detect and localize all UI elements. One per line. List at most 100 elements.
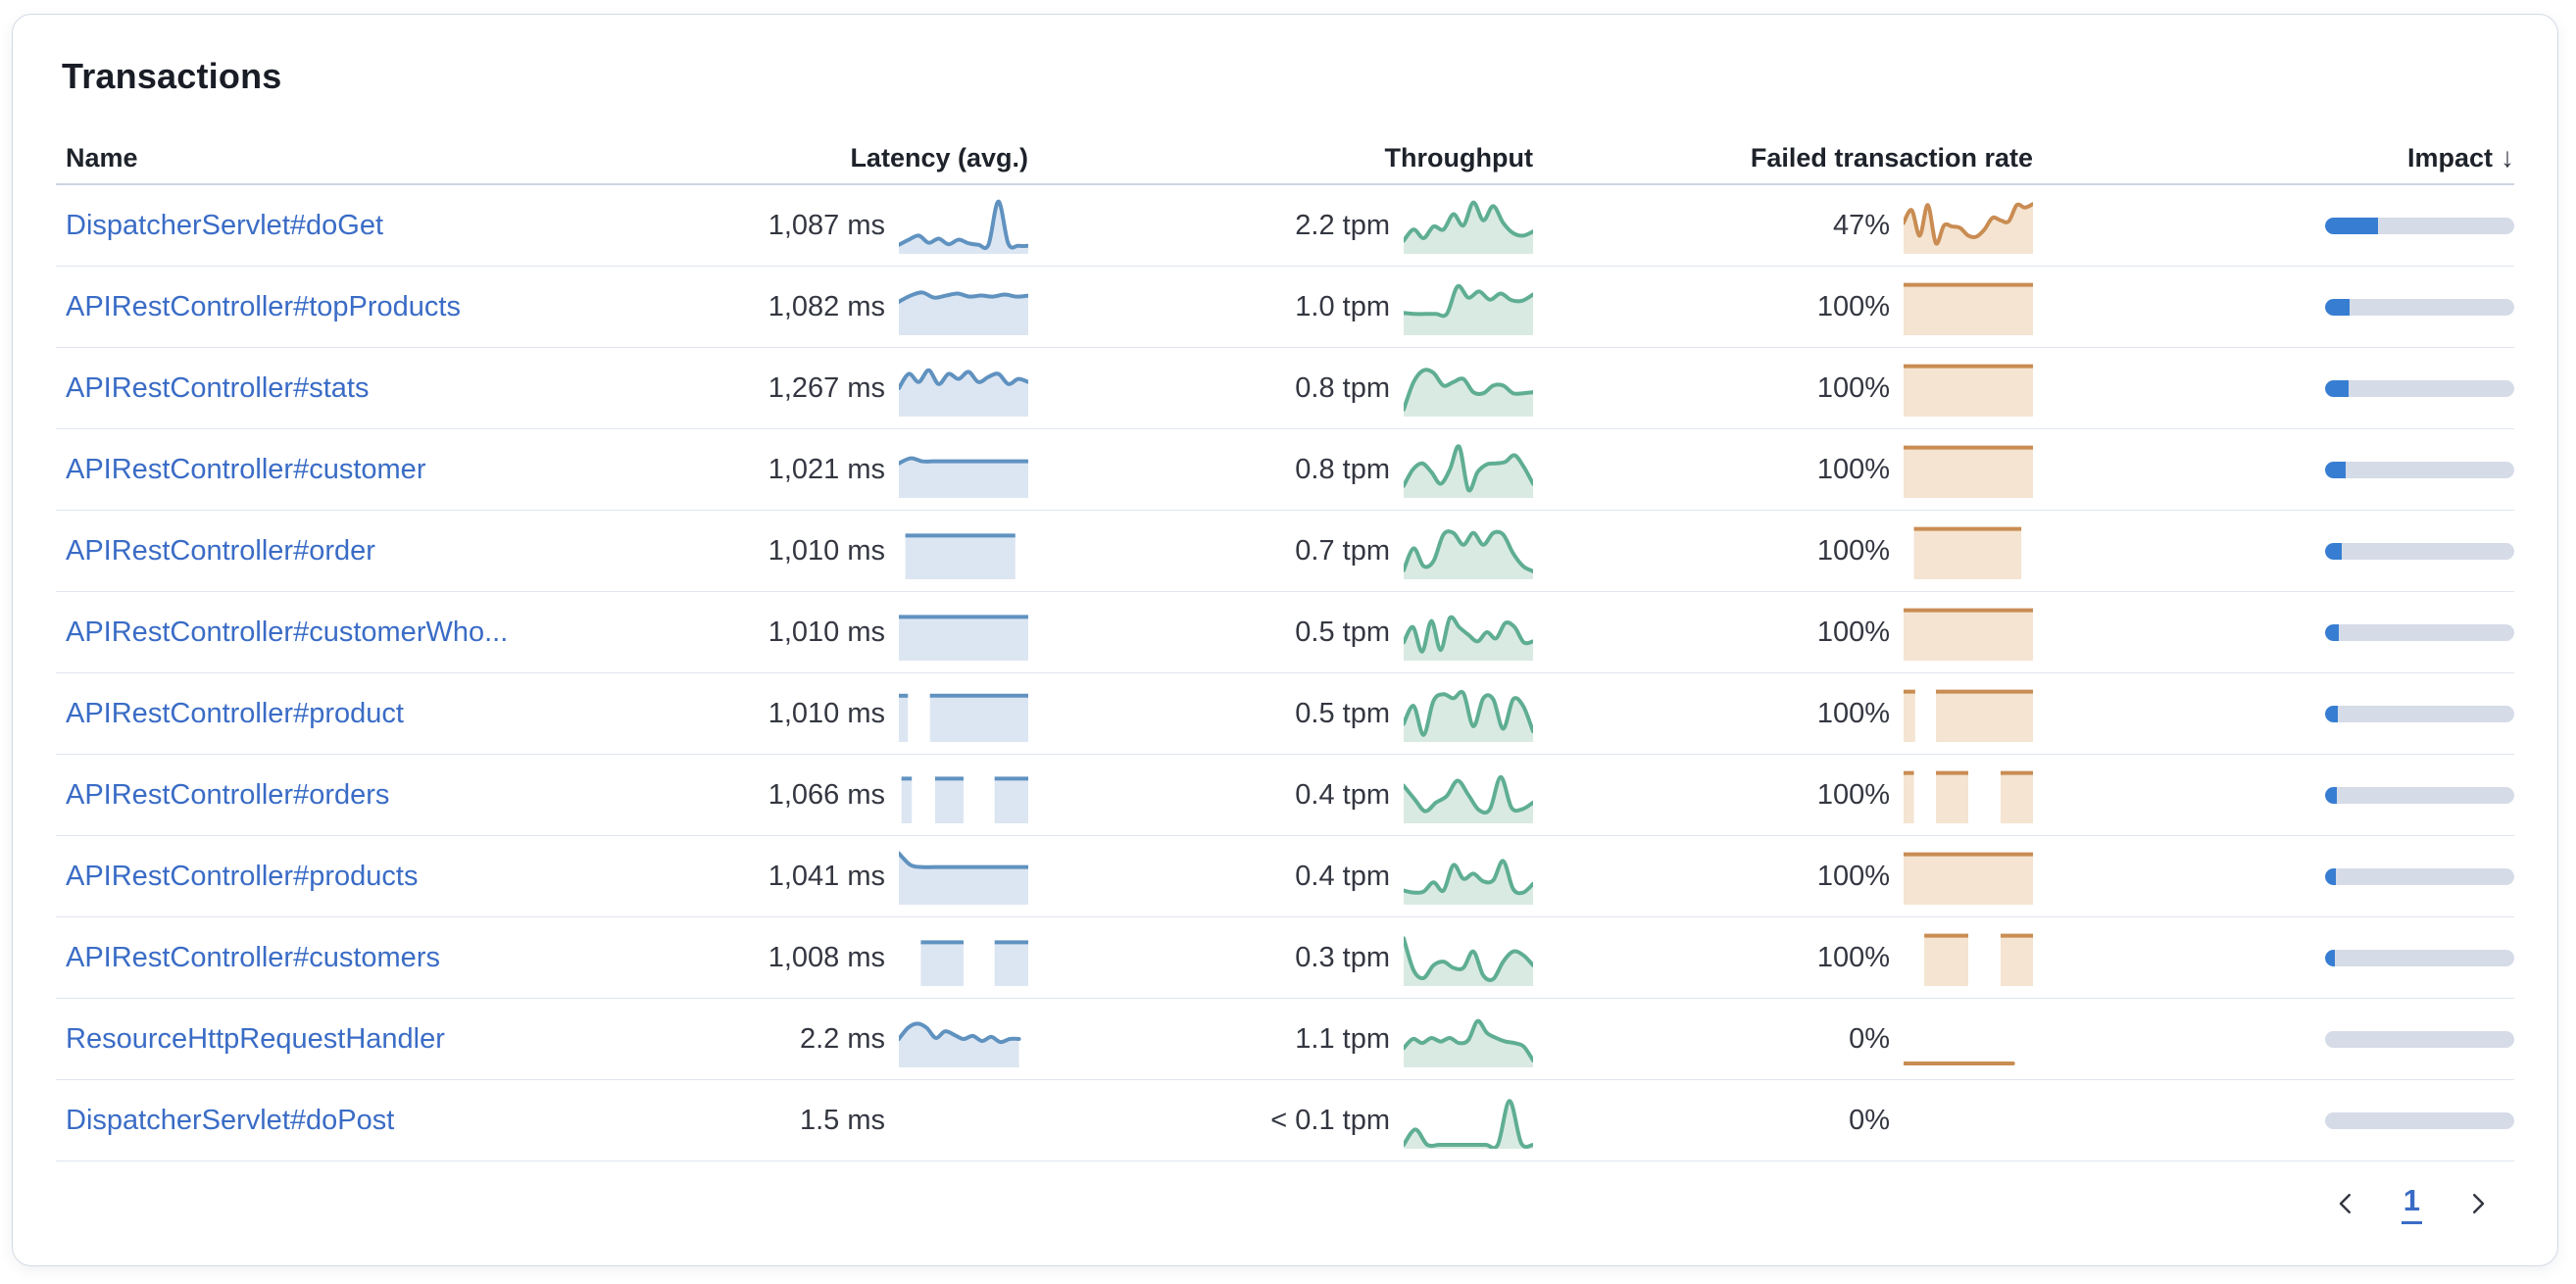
impact-cell: [2033, 217, 2514, 234]
throughput-sparkline: [1402, 766, 1535, 823]
next-page-button[interactable]: [2459, 1185, 2497, 1222]
failed-rate-sparkline: [1904, 360, 2033, 417]
impact-bar-fill: [2325, 623, 2339, 641]
impact-bar-fill: [2325, 705, 2338, 722]
transaction-link[interactable]: APIRestController#customer: [66, 453, 426, 485]
column-header-latency[interactable]: Latency (avg.): [850, 142, 1028, 173]
transaction-link[interactable]: DispatcherServlet#doPost: [66, 1104, 395, 1136]
latency-value-cell: 1,066 ms: [607, 766, 1028, 823]
transaction-link[interactable]: APIRestController#topProducts: [66, 290, 461, 322]
throughput-value: 1.1 tpm: [1295, 1022, 1390, 1055]
throughput-sparkline: [1402, 441, 1535, 498]
latency-value-cell: 1,010 ms: [607, 604, 1028, 661]
transaction-link[interactable]: APIRestController#customers: [66, 941, 440, 973]
latency-value: 1,041 ms: [768, 860, 885, 892]
impact-bar: [2325, 542, 2514, 560]
impact-cell: [2033, 542, 2514, 560]
impact-cell: [2033, 949, 2514, 966]
failed-rate-sparkline: [1904, 441, 2033, 498]
impact-bar: [2325, 379, 2514, 397]
throughput-sparkline: [1402, 278, 1535, 335]
failed-rate-value: 0%: [1849, 1104, 1890, 1136]
throughput-value-cell: 2.2 tpm: [1028, 197, 1535, 254]
transaction-link[interactable]: APIRestController#order: [66, 534, 375, 567]
throughput-value: 0.5 tpm: [1295, 616, 1390, 648]
table-row: APIRestController#orders 1,066 ms 0.4 tpm 1…: [56, 755, 2514, 836]
transaction-name-cell: APIRestController#topProducts: [56, 291, 607, 323]
throughput-value: 1.0 tpm: [1295, 290, 1390, 322]
chevron-right-icon: [2473, 1194, 2485, 1213]
throughput-sparkline: [1402, 929, 1535, 986]
latency-sparkline: [899, 522, 1028, 579]
impact-cell: [2033, 623, 2514, 641]
failed-rate-sparkline: [1904, 604, 2033, 661]
column-header-impact[interactable]: Impact ↓: [2033, 142, 2514, 173]
failed-rate-value: 100%: [1816, 697, 1890, 729]
impact-bar: [2325, 949, 2514, 966]
failed-rate-value: 100%: [1816, 941, 1890, 973]
impact-cell: [2033, 1030, 2514, 1048]
chevron-left-icon: [2339, 1194, 2351, 1213]
transaction-link[interactable]: DispatcherServlet#doGet: [66, 209, 383, 241]
table-header-row: Name Latency (avg.) Throughput Failed tr…: [56, 132, 2514, 185]
transaction-name-cell: APIRestController#customers: [56, 942, 607, 974]
transactions-panel: Transactions Name Latency (avg.) Through…: [12, 14, 2558, 1266]
throughput-value-cell: 0.8 tpm: [1028, 360, 1535, 417]
latency-value: 1,082 ms: [768, 290, 885, 322]
page-number-current[interactable]: 1: [2401, 1183, 2422, 1224]
failed-rate-value-cell: 100%: [1533, 360, 2033, 417]
throughput-value: 0.3 tpm: [1295, 941, 1390, 973]
latency-sparkline: [897, 278, 1030, 335]
transaction-name-cell: APIRestController#products: [56, 861, 607, 893]
throughput-value: < 0.1 tpm: [1270, 1104, 1390, 1136]
throughput-value: 0.7 tpm: [1295, 534, 1390, 567]
table-row: DispatcherServlet#doPost 1.5 ms < 0.1 tpm 0…: [56, 1080, 2514, 1161]
failed-rate-value: 100%: [1816, 453, 1890, 485]
column-header-failed-rate[interactable]: Failed transaction rate: [1750, 142, 2033, 173]
failed-rate-value-cell: 0%: [1533, 1092, 2033, 1149]
impact-bar-fill: [2325, 298, 2351, 316]
table-row: APIRestController#customerWho... 1,010 ms…: [56, 592, 2514, 673]
latency-value-cell: 1,041 ms: [607, 848, 1030, 905]
latency-value-cell: 1,021 ms: [607, 441, 1030, 498]
transaction-name-cell: APIRestController#product: [56, 698, 607, 730]
impact-bar-fill: [2325, 786, 2337, 804]
failed-rate-value: 100%: [1816, 290, 1890, 322]
transaction-link[interactable]: APIRestController#orders: [66, 778, 390, 811]
latency-value: 1,087 ms: [768, 209, 885, 241]
failed-rate-sparkline: [1902, 197, 2035, 254]
failed-rate-value-cell: 100%: [1533, 441, 2033, 498]
failed-rate-value-cell: 100%: [1533, 848, 2033, 905]
throughput-sparkline: [1402, 1011, 1535, 1067]
failed-rate-value-cell: 100%: [1533, 604, 2033, 661]
latency-value-cell: 1.5 ms: [607, 1092, 1028, 1149]
transaction-link[interactable]: APIRestController#products: [66, 860, 419, 892]
table-row: APIRestController#order 1,010 ms 0.7 tpm 10…: [56, 511, 2514, 592]
transaction-link[interactable]: ResourceHttpRequestHandler: [66, 1022, 445, 1055]
table-row: APIRestController#stats 1,267 ms 0.8 tpm 10…: [56, 348, 2514, 429]
failed-rate-value: 100%: [1816, 860, 1890, 892]
throughput-value: 2.2 tpm: [1295, 209, 1390, 241]
failed-rate-sparkline: [1904, 848, 2033, 905]
column-header-name[interactable]: Name: [66, 142, 138, 173]
impact-bar: [2325, 461, 2514, 478]
throughput-value-cell: < 0.1 tpm: [1028, 1092, 1535, 1151]
latency-value-cell: 1,267 ms: [607, 360, 1030, 417]
latency-value: 1,010 ms: [768, 697, 885, 729]
transaction-link[interactable]: APIRestController#customerWho...: [66, 616, 509, 648]
throughput-sparkline: [1402, 197, 1535, 254]
impact-cell: [2033, 379, 2514, 397]
latency-sparkline: [897, 848, 1030, 905]
failed-rate-value-cell: 100%: [1533, 685, 2033, 742]
previous-page-button[interactable]: [2327, 1185, 2364, 1222]
throughput-sparkline: [1402, 848, 1535, 905]
transaction-link[interactable]: APIRestController#product: [66, 697, 404, 729]
latency-value-cell: 1,087 ms: [607, 197, 1030, 254]
column-header-throughput[interactable]: Throughput: [1384, 142, 1533, 173]
latency-value-cell: 1,082 ms: [607, 278, 1030, 335]
transaction-link[interactable]: APIRestController#stats: [66, 371, 370, 404]
table-row: APIRestController#customer 1,021 ms 0.8 tp…: [56, 429, 2514, 511]
failed-rate-sparkline: [1902, 1011, 2033, 1067]
transaction-name-cell: ResourceHttpRequestHandler: [56, 1023, 607, 1056]
latency-value-cell: 1,008 ms: [607, 929, 1028, 986]
